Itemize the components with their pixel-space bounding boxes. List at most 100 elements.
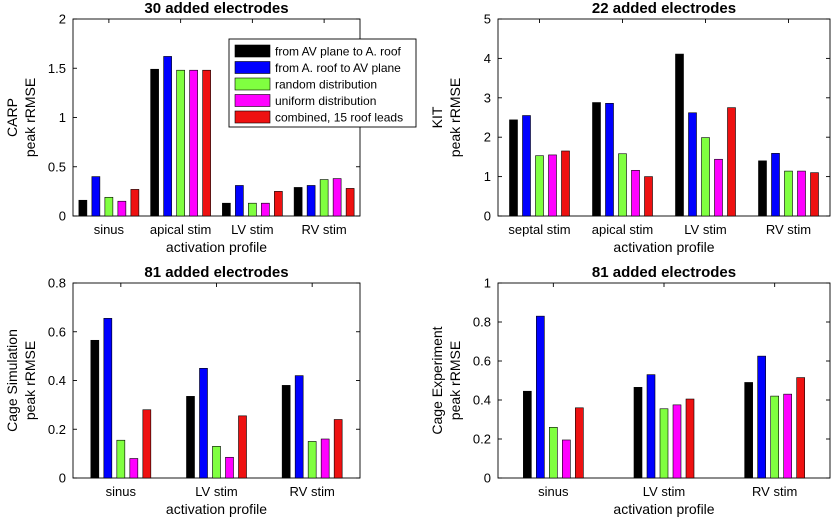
y-tick-label: 1 <box>484 169 491 184</box>
bar-apical-stim-series-4 <box>189 69 198 217</box>
x-tick-label: RV stim <box>766 222 811 237</box>
x-axis-label: activation profile <box>613 239 714 255</box>
bar-apical-stim-series-2 <box>605 103 614 217</box>
legend-label: uniform distribution <box>275 94 376 108</box>
bar-apical-stim-series-5 <box>644 176 653 217</box>
bar-LV-stim-series-2 <box>199 368 208 479</box>
bar-RV-stim-series-4 <box>797 170 806 217</box>
bar-sinus-series-5 <box>142 409 152 479</box>
bar-sinus-series-1 <box>523 390 532 479</box>
bar-apical-stim-series-1 <box>150 68 159 217</box>
y-tick-label: 0 <box>59 471 66 486</box>
bar-LV-stim-series-1 <box>675 53 684 217</box>
y-axis-label: CARP <box>4 98 20 137</box>
bar-septal-stim-series-1 <box>509 119 518 217</box>
x-tick-label: sinus <box>94 222 125 237</box>
x-axis-label: activation profile <box>166 239 267 255</box>
bar-RV-stim-series-4 <box>332 178 342 217</box>
bar-LV-stim-series-3 <box>212 446 221 479</box>
chart-panel-3: 0 0.2 0.4 0.6 0.8 sinus LV stim RV stim 81 added… <box>4 264 361 517</box>
bar-LV-stim-series-4 <box>714 158 723 217</box>
bar-LV-stim-series-4 <box>672 404 682 479</box>
legend-label: from A. roof to AV plane <box>275 61 401 75</box>
bar-LV-stim-series-1 <box>633 387 643 479</box>
bar-apical-stim-series-4 <box>631 169 640 217</box>
x-tick-label: RV stim <box>290 484 335 499</box>
y-tick-label: 0.4 <box>473 393 491 408</box>
y-tick-label: 0.2 <box>473 432 491 447</box>
bar-LV-stim-series-2 <box>646 374 656 479</box>
legend-swatch <box>234 77 271 91</box>
bar-RV-stim-series-2 <box>294 375 304 479</box>
bar-LV-stim-series-5 <box>685 398 695 479</box>
bar-LV-stim-series-5 <box>238 415 247 479</box>
bar-sinus-series-5 <box>130 189 140 217</box>
y-tick-label: 0.6 <box>48 324 66 339</box>
chart-panel-1: 0 0.5 1 1.5 2 sinus apical stim LV stim RV stim 3… <box>4 0 361 255</box>
bar-apical-stim-series-3 <box>618 153 627 217</box>
x-tick-label: sinus <box>538 484 569 499</box>
bar-LV-stim-series-4 <box>261 202 270 217</box>
chart-panels: 0 0.5 1 1.5 2 sinus apical stim LV stim RV stim 3… <box>4 0 831 517</box>
x-axis-label: activation profile <box>166 501 267 517</box>
y-axis-label: peak rRMSE <box>22 78 38 157</box>
x-tick-label: septal stim <box>508 222 570 237</box>
legend-swatch <box>234 61 271 74</box>
x-tick-label: apical stim <box>592 222 653 237</box>
y-tick-label: 0.8 <box>473 315 491 330</box>
bar-LV-stim-series-5 <box>727 107 736 217</box>
bar-apical-stim-series-2 <box>163 56 172 217</box>
legend-swatch <box>234 110 271 124</box>
legend: from AV plane to A. roof from A. roof to … <box>228 38 417 128</box>
y-tick-label: 1 <box>484 276 491 291</box>
bar-LV-stim-series-1 <box>222 202 231 217</box>
bar-RV-stim-series-2 <box>306 185 316 217</box>
y-tick-label: 0.4 <box>48 373 66 388</box>
bar-sinus-series-1 <box>90 339 100 479</box>
bar-RV-stim-series-5 <box>333 419 343 479</box>
bar-septal-stim-series-3 <box>535 155 544 217</box>
bar-septal-stim-series-5 <box>561 150 570 217</box>
y-axis-label: KIT <box>429 106 445 128</box>
bar-RV-stim-series-1 <box>744 382 753 479</box>
bar-sinus-series-3 <box>116 439 126 479</box>
y-tick-label: 0 <box>59 209 66 224</box>
y-axis-label: Cage Simulation <box>4 329 20 432</box>
bar-apical-stim-series-1 <box>592 102 601 217</box>
x-tick-label: LV stim <box>231 222 273 237</box>
y-axis-label: Cage Experiment <box>429 326 445 434</box>
x-axis-label: activation profile <box>613 501 714 517</box>
y-tick-label: 0 <box>484 471 491 486</box>
bar-sinus-series-2 <box>91 176 101 217</box>
bar-RV-stim-series-1 <box>293 187 303 217</box>
bar-RV-stim-series-2 <box>771 153 780 217</box>
bar-sinus-series-5 <box>575 407 584 479</box>
bar-sinus-series-1 <box>78 199 88 217</box>
chart-panel-2: 0 1 2 3 4 5 septal stim apical stim LV stim RV st… <box>429 0 831 255</box>
legend-swatch <box>234 44 271 58</box>
x-tick-label: LV stim <box>195 484 237 499</box>
y-tick-label: 0.2 <box>48 422 66 437</box>
bar-sinus-series-4 <box>129 458 139 479</box>
y-tick-label: 0.6 <box>473 354 491 369</box>
x-tick-label: RV stim <box>301 222 346 237</box>
chart-panel-4: 0 0.2 0.4 0.6 0.8 1 sinus LV stim RV stim 81 adde… <box>429 264 831 517</box>
legend-label: combined, 15 roof leads <box>275 111 403 125</box>
chart-title: 81 added electrodes <box>592 264 736 281</box>
bar-sinus-series-4 <box>117 200 127 217</box>
y-tick-label: 0.5 <box>48 159 66 174</box>
bar-RV-stim-series-2 <box>757 355 766 479</box>
bar-apical-stim-series-5 <box>202 69 211 217</box>
x-tick-label: apical stim <box>150 222 211 237</box>
bar-RV-stim-series-5 <box>345 188 355 217</box>
y-tick-label: 5 <box>484 12 491 27</box>
bar-RV-stim-series-3 <box>319 179 329 217</box>
bar-RV-stim-series-1 <box>281 385 291 479</box>
y-tick-label: 1.5 <box>48 61 66 76</box>
bar-RV-stim-series-3 <box>770 395 779 479</box>
x-tick-label: sinus <box>106 484 137 499</box>
y-axis-label: peak rRMSE <box>447 341 463 420</box>
bar-septal-stim-series-4 <box>548 154 557 217</box>
bar-LV-stim-series-3 <box>701 137 710 217</box>
y-tick-label: 1 <box>59 110 66 125</box>
